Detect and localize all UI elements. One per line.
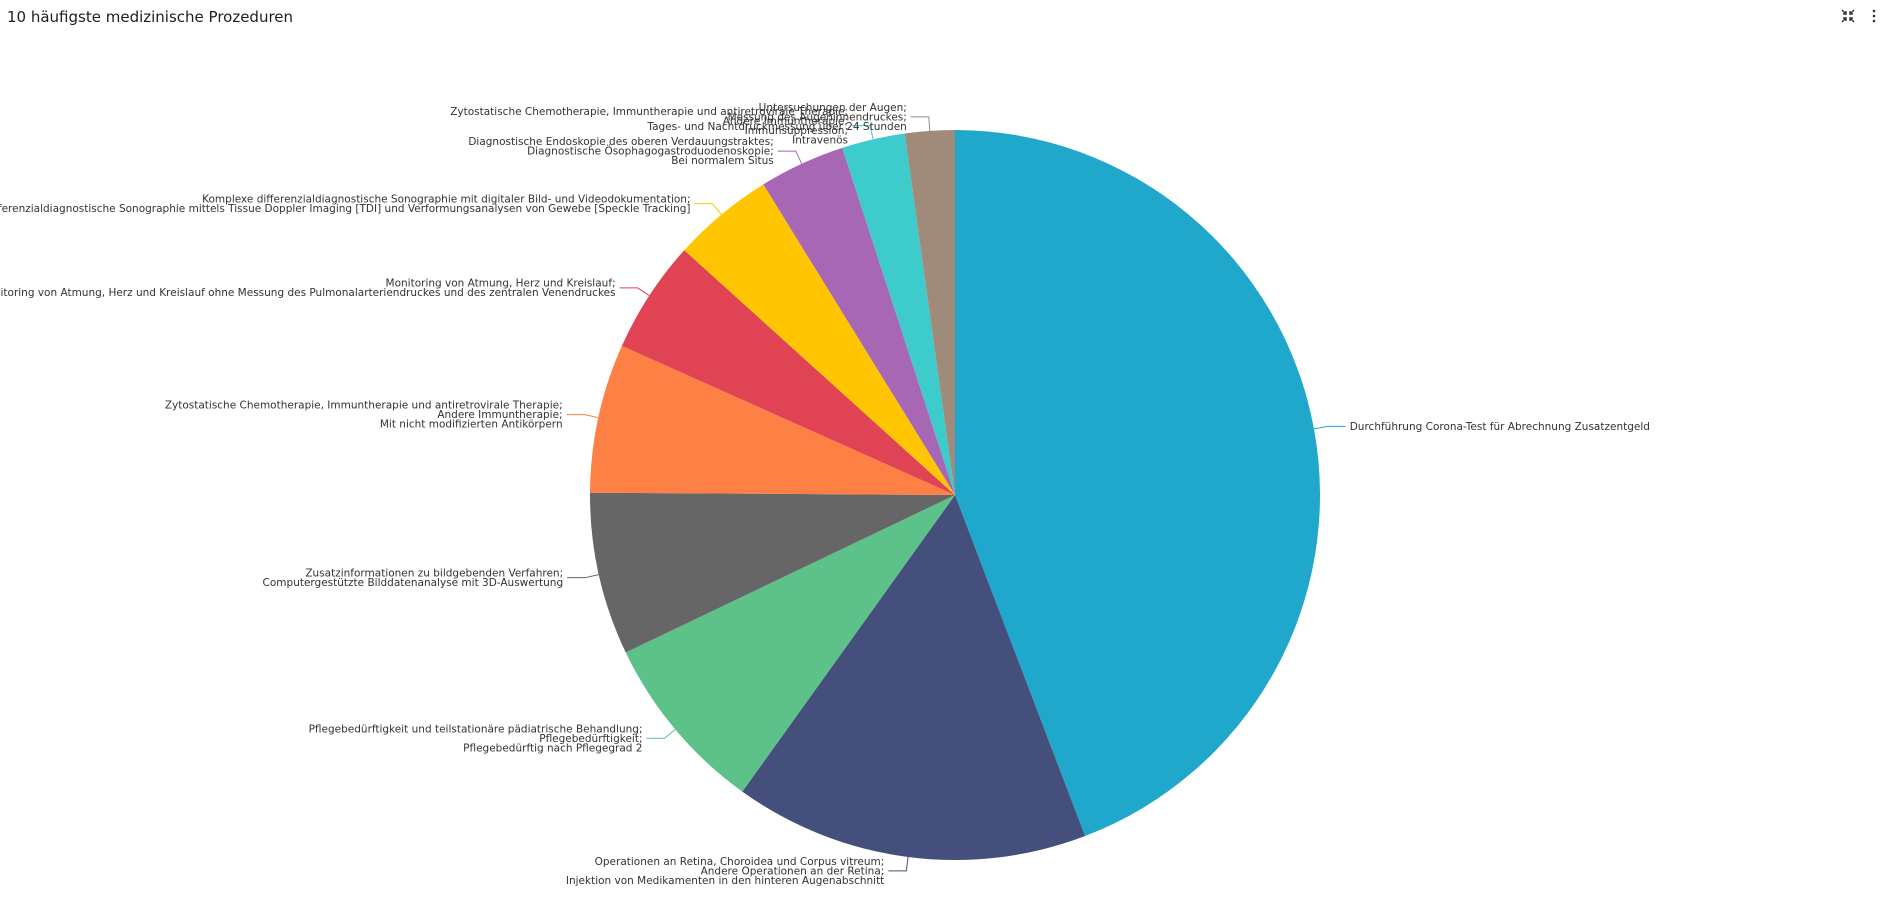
slice-label: Pflegebedürftigkeit und teilstationäre p… [309, 723, 643, 754]
leader-line [694, 203, 722, 215]
collapse-icon[interactable] [1839, 7, 1857, 25]
leader-line [910, 116, 931, 131]
slice-label: Zytostatische Chemotherapie, Immuntherap… [450, 106, 848, 147]
slice-label: Operationen an Retina, Choroidea und Cor… [566, 856, 884, 887]
slice-label-line: Pflegebedürftigkeit; [539, 733, 642, 745]
slice-label-line: Immunsuppression; [745, 125, 848, 137]
pie-slice[interactable] [590, 492, 955, 653]
pie-slice[interactable] [590, 345, 955, 495]
panel-title: 10 häufigste medizinische Prozeduren [7, 8, 294, 26]
slice-label-line: Tages- und Nachtdruckmessung über 24 Stu… [646, 121, 906, 133]
slice-label-line: Zytostatische Chemotherapie, Immuntherap… [450, 106, 848, 118]
slice-label-line: Zusatzinformationen zu bildgebenden Verf… [305, 567, 563, 579]
pie-slice[interactable] [625, 495, 955, 792]
slice-label: Durchführung Corona-Test für Abrechnung … [1350, 421, 1650, 433]
pie-slice[interactable] [742, 495, 1086, 860]
slice-label-line: Injektion von Medikamenten in den hinter… [566, 875, 884, 887]
panel-tools [1839, 7, 1883, 25]
slice-label-line: Computergestützte Bilddatenanalyse mit 3… [263, 577, 564, 589]
leader-line [567, 574, 599, 579]
pie-slice[interactable] [842, 133, 955, 496]
slice-label: Zusatzinformationen zu bildgebenden Verf… [263, 567, 564, 589]
slice-label-line: Untersuchungen der Augen; [759, 102, 907, 114]
slice-label-line: Pflegebedürftigkeit und teilstationäre p… [309, 723, 643, 735]
slice-label-line: Diagnostische Ösophagogastroduodenoskopi… [527, 145, 774, 158]
slice-label-line: Andere Immuntherapie; [437, 409, 562, 421]
slice-label-line: Komplexe differenzialdiagnostische Sonog… [202, 193, 690, 205]
leader-line [1313, 425, 1346, 430]
slice-label-line: Intravenös [792, 134, 848, 146]
slice-label-line: Andere Operationen an der Retina; [701, 865, 885, 877]
slice-label: Zytostatische Chemotherapie, Immuntherap… [165, 400, 563, 431]
leader-line [619, 287, 650, 296]
slice-label-line: Zytostatische Chemotherapie, Immuntherap… [165, 400, 563, 412]
leader-line [852, 125, 874, 140]
leader-line [777, 150, 803, 164]
pie-slice[interactable] [621, 250, 955, 495]
slice-label-line: Mit nicht modifizierten Antikörpern [380, 419, 563, 431]
slice-label: Monitoring von Atmung, Herz und Kreislau… [0, 278, 616, 300]
slice-label-line: Operationen an Retina, Choroidea und Cor… [595, 856, 885, 868]
pie-slice[interactable] [684, 184, 955, 495]
slice-label: Diagnostische Endoskopie des oberen Verd… [468, 136, 773, 167]
leader-line [566, 414, 599, 419]
slice-label-line: Monitoring von Atmung, Herz und Kreislau… [0, 287, 616, 299]
pie-slice[interactable] [763, 147, 955, 495]
slice-label: Komplexe differenzialdiagnostische Sonog… [0, 193, 691, 215]
slice-label: Untersuchungen der Augen; Messung des Aug… [646, 102, 906, 133]
slice-label-line: Durchführung Corona-Test für Abrechnung … [1350, 421, 1650, 433]
slice-label-line: Diagnostische Endoskopie des oberen Verd… [468, 136, 773, 148]
leader-line [888, 856, 909, 872]
slice-label-line: Bei normalem Situs [671, 155, 774, 167]
leader-line [646, 729, 676, 739]
slice-label-line: Komplexe differenzialdiagnostische Sonog… [0, 203, 691, 215]
slice-label-line: Monitoring von Atmung, Herz und Kreislau… [386, 278, 616, 290]
slice-label-line: Andere Immuntherapie; [723, 115, 848, 127]
slice-label-line: Messung des Augeninnendruckes; [728, 111, 907, 123]
more-vertical-icon[interactable] [1865, 7, 1883, 25]
pie-slice[interactable] [955, 130, 1321, 837]
pie-slice[interactable] [904, 130, 955, 495]
slice-label-line: Pflegebedürftig nach Pflegegrad 2 [463, 742, 642, 754]
